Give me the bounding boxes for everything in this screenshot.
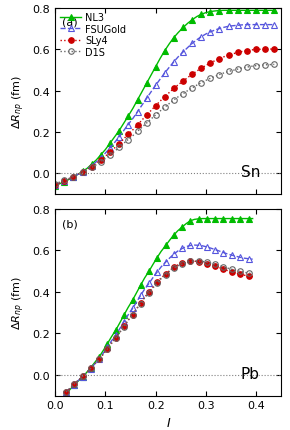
- Text: Sn: Sn: [241, 165, 260, 180]
- X-axis label: I: I: [166, 416, 170, 429]
- Text: Pb: Pb: [241, 366, 260, 381]
- Y-axis label: $\Delta R_{np}$ (fm): $\Delta R_{np}$ (fm): [10, 75, 27, 129]
- Text: (b): (b): [62, 219, 78, 229]
- Legend: NL3, FSUGold, SLy4, D1S: NL3, FSUGold, SLy4, D1S: [58, 12, 128, 60]
- Text: (a): (a): [62, 18, 77, 28]
- Y-axis label: $\Delta R_{np}$ (fm): $\Delta R_{np}$ (fm): [10, 276, 27, 329]
